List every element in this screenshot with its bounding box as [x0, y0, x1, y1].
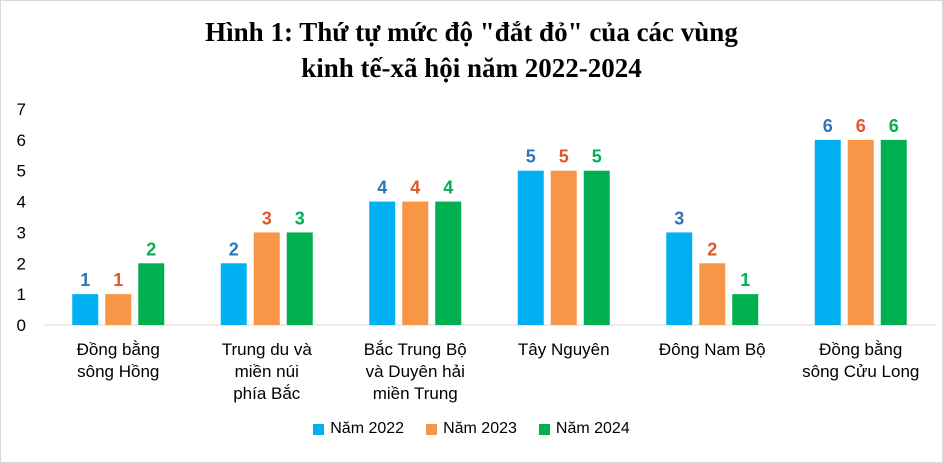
bar — [402, 201, 429, 325]
x-category-label-line: Đồng bằng — [77, 340, 160, 359]
legend: Năm 2022 Năm 2023 Năm 2024 — [0, 420, 943, 438]
data-label: 2 — [229, 239, 239, 259]
bar — [880, 139, 907, 325]
data-label: 6 — [889, 116, 899, 136]
bar — [220, 263, 247, 325]
data-label: 2 — [707, 239, 717, 259]
x-category-label-line: Bắc Trung Bộ — [364, 340, 467, 359]
data-label: 1 — [740, 270, 750, 290]
bar — [814, 139, 841, 325]
data-label: 1 — [113, 270, 123, 290]
y-tick-label: 3 — [17, 223, 26, 242]
legend-label: Năm 2022 — [330, 420, 405, 437]
bar — [138, 263, 165, 325]
x-category-label-line: phía Bắc — [233, 384, 301, 403]
data-label: 4 — [443, 178, 453, 198]
bar — [369, 201, 396, 325]
bar — [732, 294, 759, 325]
data-label: 5 — [526, 147, 536, 167]
bar — [550, 170, 577, 325]
x-category-label: Đông Nam Bộ — [659, 340, 766, 359]
y-tick-label: 1 — [17, 285, 26, 304]
x-category-label: Đồng bằng sông Cửu Long — [802, 340, 919, 381]
legend-swatch — [538, 423, 550, 435]
data-label: 3 — [262, 208, 272, 228]
legend-label: Năm 2023 — [443, 420, 517, 437]
legend-item: Năm 2023 — [426, 420, 517, 438]
x-category-label-line: Tây Nguyên — [518, 340, 610, 359]
y-tick-label: 0 — [17, 316, 26, 335]
bar — [847, 139, 874, 325]
bar — [583, 170, 610, 325]
x-category-label: Đồng bằng sông Hồng — [77, 340, 160, 381]
bar — [699, 263, 726, 325]
legend-swatch — [426, 423, 438, 435]
data-label: 3 — [674, 208, 684, 228]
legend-item: Năm 2022 — [313, 420, 404, 438]
x-category-label-line: Đông Nam Bộ — [659, 340, 766, 359]
data-label: 6 — [856, 116, 866, 136]
data-label: 2 — [146, 239, 156, 259]
x-category-label: Bắc Trung Bộ và Duyên hải miền Trung — [364, 340, 467, 403]
bar — [286, 232, 313, 325]
bar — [72, 294, 99, 325]
chart-title: Hình 1: Thứ tự mức độ "đắt đỏ" của các v… — [0, 14, 943, 86]
data-label: 3 — [295, 208, 305, 228]
data-label: 5 — [592, 147, 602, 167]
x-category-label: Trung du và miền núi phía Bắc — [222, 340, 313, 403]
data-label: 4 — [410, 178, 420, 198]
x-category-label-line: miền Trung — [373, 384, 458, 403]
x-category-label-line: sông Cửu Long — [802, 362, 919, 381]
chart-title-line-1: Hình 1: Thứ tự mức độ "đắt đỏ" của các v… — [205, 17, 738, 47]
data-label: 4 — [377, 178, 387, 198]
y-tick-label: 2 — [17, 254, 26, 273]
legend-swatch — [313, 423, 325, 435]
x-category-label-line: Đồng bằng — [819, 340, 902, 359]
y-tick-label: 4 — [17, 193, 26, 212]
bar — [666, 232, 693, 325]
data-label: 5 — [559, 147, 569, 167]
x-category-label-line: và Duyên hải — [366, 362, 465, 381]
data-label: 6 — [823, 116, 833, 136]
bar — [253, 232, 280, 325]
bar — [517, 170, 544, 325]
y-tick-label: 7 — [17, 100, 26, 119]
legend-item: Năm 2024 — [538, 420, 630, 438]
x-category-label-line: Trung du và — [222, 340, 313, 359]
data-label: 1 — [80, 270, 90, 290]
bar — [105, 294, 132, 325]
x-category-label: Tây Nguyên — [518, 340, 610, 359]
x-category-label-line: sông Hồng — [77, 362, 159, 381]
bar — [435, 201, 462, 325]
y-tick-label: 5 — [17, 162, 26, 181]
x-category-label-line: miền núi — [235, 362, 299, 381]
y-tick-label: 6 — [17, 131, 26, 150]
legend-label: Năm 2024 — [555, 420, 630, 437]
chart-title-line-2: kinh tế-xã hội năm 2022-2024 — [301, 53, 642, 83]
